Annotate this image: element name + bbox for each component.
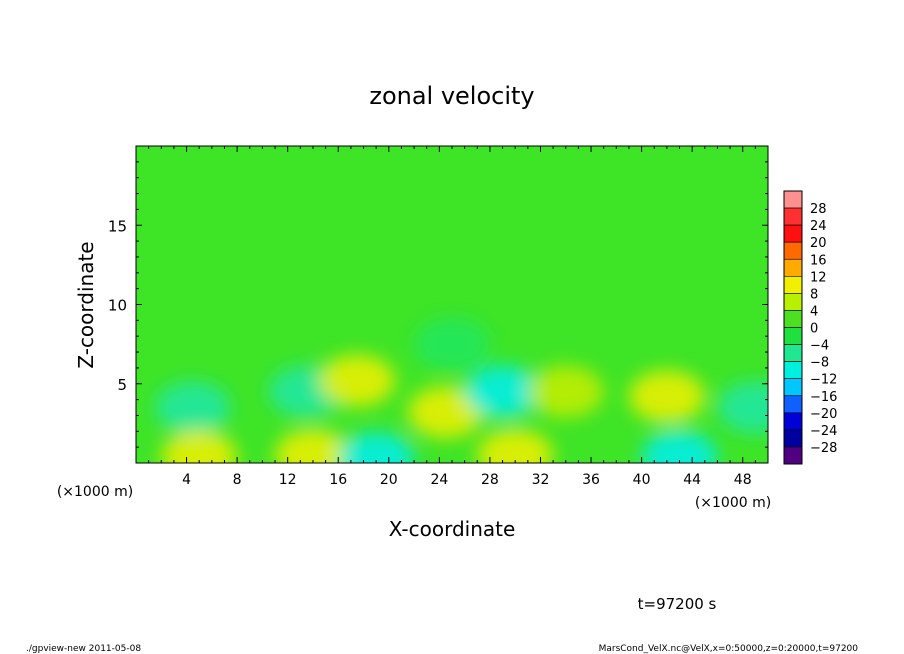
anomaly-layer [154,318,768,463]
colorbar-label: 0 [810,322,818,337]
chart-title: zonal velocity [369,82,534,110]
anomaly-blob [464,365,541,418]
colorbar-label: 8 [810,287,818,302]
x-tick-label: 8 [233,472,242,488]
anomaly-blob [414,318,490,371]
colorbar-segment [783,395,803,414]
colorbar-label: −20 [810,407,837,422]
footer-right: MarsCond_VelX.nc@VelX,x=0:50000,z=0:2000… [599,644,859,654]
anomaly-blob [154,381,231,434]
plot-area [135,145,769,464]
colorbar-segment [783,412,803,431]
colorbar-label: −4 [810,339,829,354]
x-tick-label: 48 [734,472,752,488]
x-tick-label: 12 [279,472,297,488]
anomaly-blob [477,429,554,463]
y-tick-label: 15 [108,217,127,235]
colorbar-labels: 28 24 20 16 12 8 4 0 −4 −8 −12 −16 −20 −24 −28 [810,202,837,456]
colorbar-label: −8 [810,356,829,371]
anomaly-blob [407,386,484,439]
colorbar-segment [783,207,803,226]
colorbar-label: −24 [810,424,837,439]
y-axis-label: Z-coordinate [74,241,98,368]
colorbar-segment [783,446,803,465]
x-unit-left: (×1000 m) [57,484,133,500]
time-label: t=97200 s [638,595,717,613]
colorbar-label: 24 [810,219,827,234]
x-tick-label: 24 [430,472,448,488]
y-tick-label: 5 [117,376,127,394]
anomaly-blob [628,370,705,423]
colorbar-segment [783,293,803,311]
colorbar-label: −12 [810,373,837,388]
x-unit-right: (×1000 m) [695,495,771,511]
anomaly-blob [319,354,396,407]
colorbar-label: 28 [810,202,827,217]
anomaly-blob [527,365,604,418]
anomaly-blob [641,430,718,463]
colorbar-label: 12 [810,270,827,285]
x-tick-label: 32 [532,472,550,488]
colorbar-segment [783,378,803,397]
colorbar [783,190,803,465]
anomaly-blob [274,429,351,463]
colorbar-label: −28 [810,441,837,456]
colorbar-segment [783,190,803,209]
x-tick-label: 36 [582,472,600,488]
colorbar-segment [783,241,803,260]
x-tick-label: 44 [683,472,701,488]
x-axis-label: X-coordinate [389,517,516,541]
x-axis: 4 8 12 16 20 24 28 32 36 40 44 48 [148,146,756,488]
colorbar-segment [783,361,803,379]
colorbar-label: 16 [810,253,827,268]
y-axis: 5 10 15 [108,161,768,448]
anomaly-blob [161,430,238,463]
colorbar-segment [783,276,803,294]
colorbar-segment [783,429,803,448]
footer-left: ./gpview-new 2011-05-08 [26,644,141,654]
colorbar-label: 4 [810,304,818,319]
y-tick-label: 10 [108,297,127,315]
colorbar-frame [783,190,803,465]
x-tick-label: 4 [182,472,191,488]
anomaly-blob [717,381,768,434]
colorbar-label: −16 [810,390,837,405]
colorbar-segment [783,258,803,277]
colorbar-label: 20 [810,236,827,251]
x-tick-label: 20 [380,472,398,488]
colorbar-segment [783,344,803,362]
x-tick-label: 40 [633,472,651,488]
colorbar-segment [783,224,803,243]
anomaly-blob [338,432,415,463]
x-tick-label: 16 [329,472,347,488]
colorbar-segment [783,310,803,328]
colorbar-segment [783,327,803,345]
x-tick-label: 28 [481,472,499,488]
